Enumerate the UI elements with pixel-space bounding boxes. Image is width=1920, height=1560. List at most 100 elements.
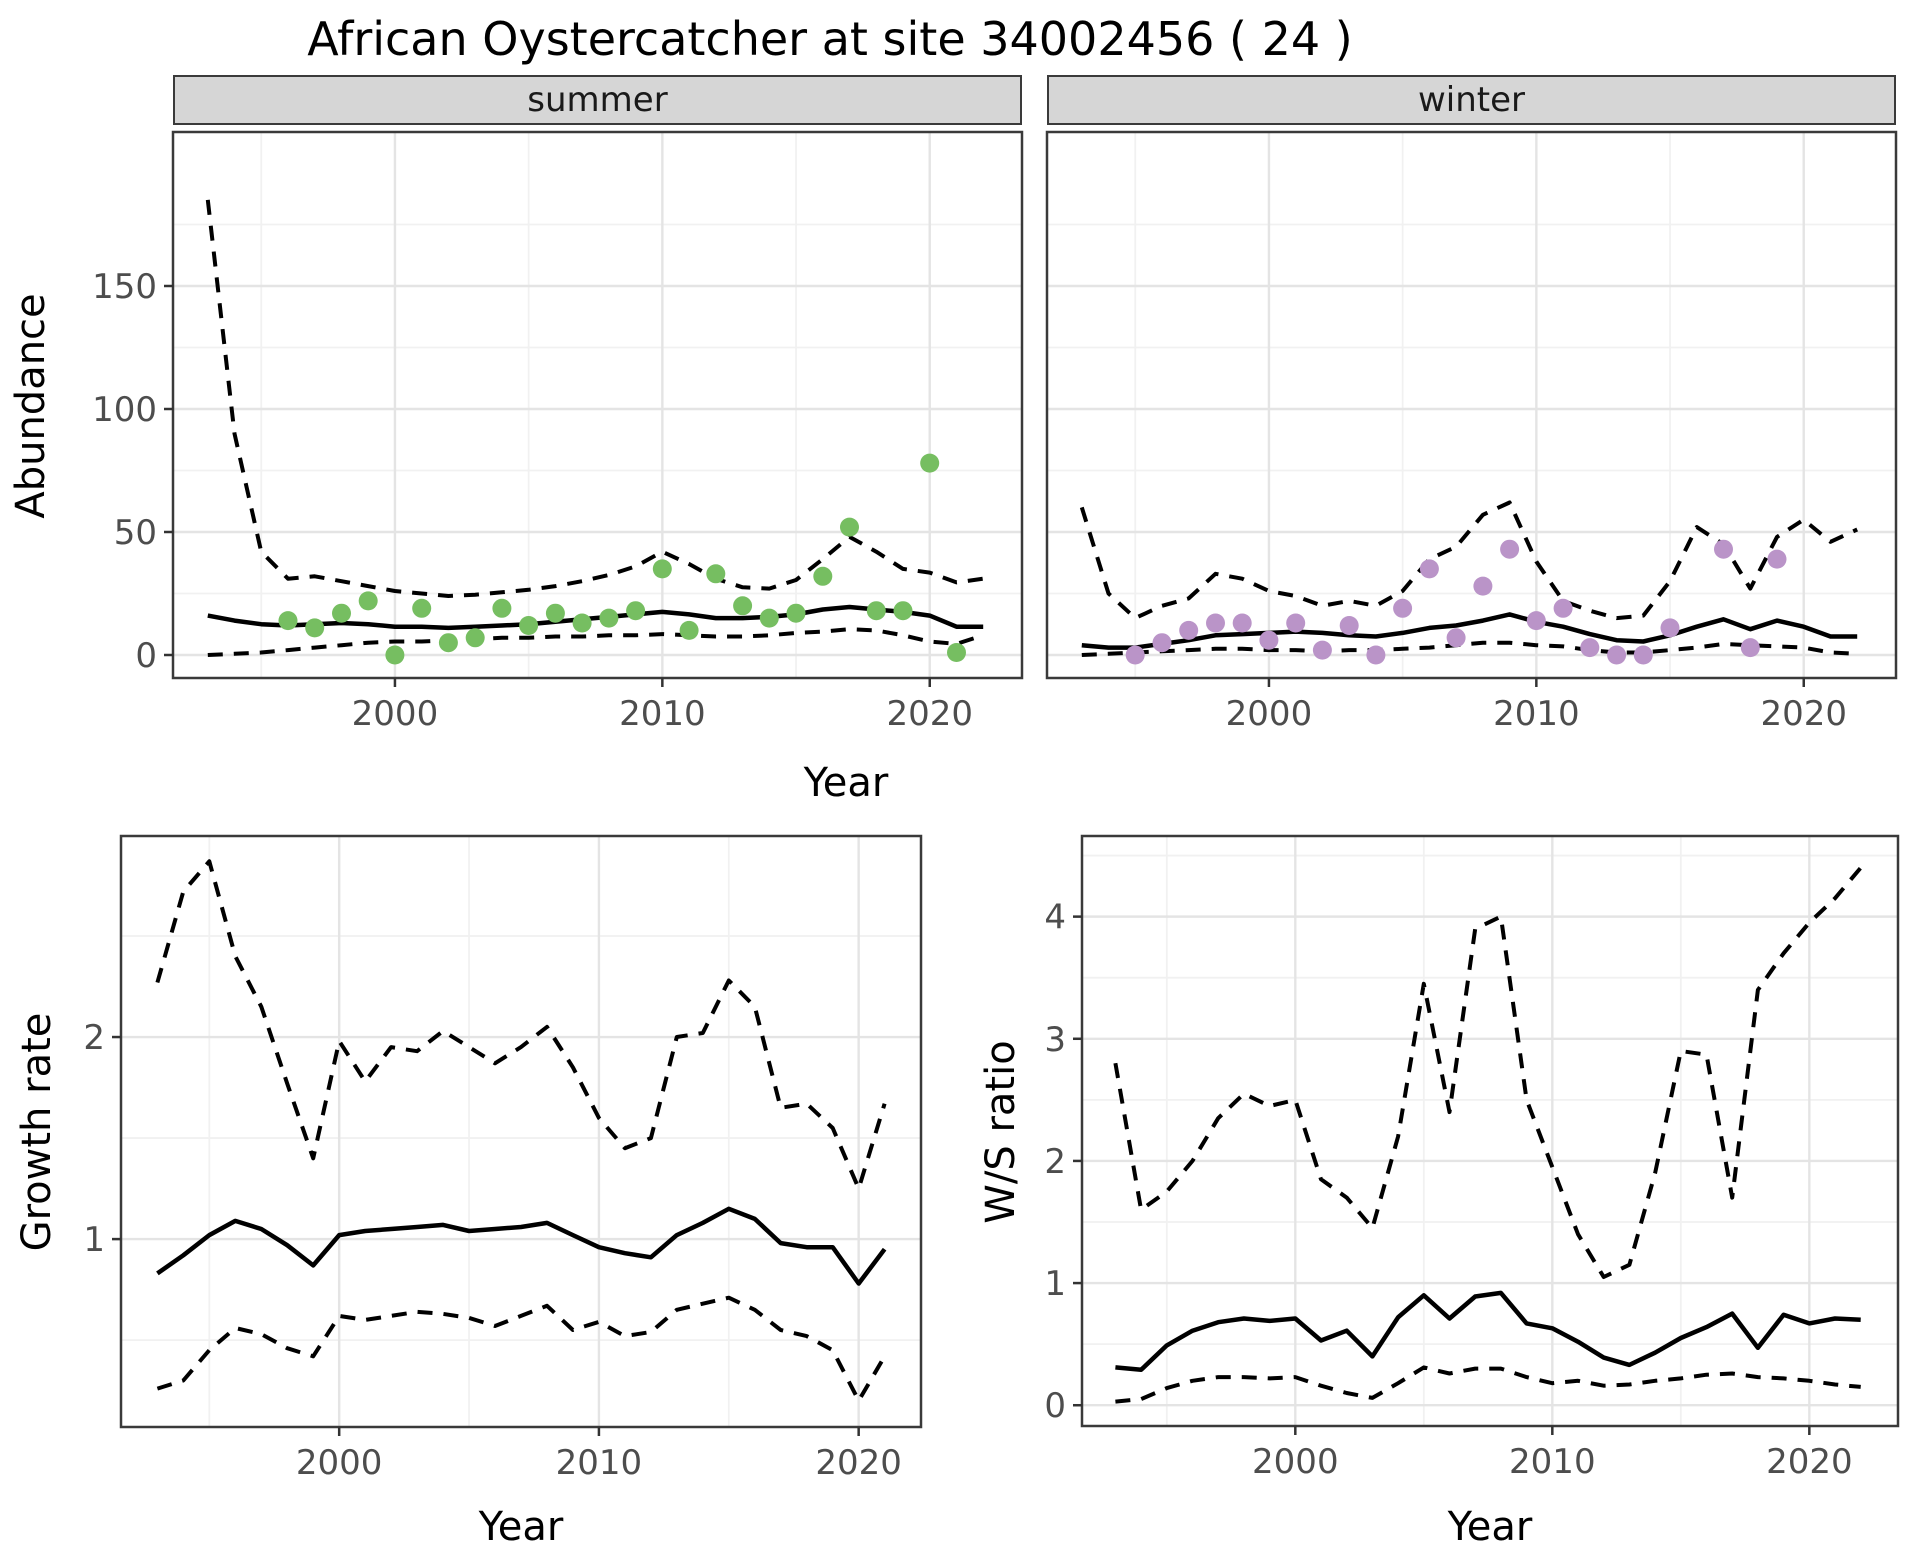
observation-point (492, 598, 512, 618)
observation-point (1259, 630, 1279, 650)
x-tick-label: 2020 (886, 694, 973, 734)
observation-point (412, 598, 432, 618)
observation-point (1580, 638, 1600, 658)
facet-strip-summer: summer (173, 75, 1022, 125)
observation-point (332, 603, 351, 623)
x-tick-label: 2000 (352, 694, 439, 734)
observation-point (1339, 616, 1359, 635)
abundance-winter-upper-ci-line (1079, 500, 1859, 621)
observation-point (1633, 645, 1653, 665)
panel-border (171, 130, 1024, 680)
x-tick-label: 2020 (1766, 1442, 1853, 1482)
panel-background (121, 836, 921, 1427)
observation-point (1660, 618, 1680, 638)
y-tick-label: 0 (1044, 1386, 1066, 1426)
x-axis-title-bottom-right: Year (1447, 1504, 1533, 1550)
x-tick-label: 2020 (815, 1443, 902, 1483)
observation-point (1419, 559, 1439, 579)
observation-point (1740, 638, 1760, 658)
x-tick-label: 2000 (296, 1443, 383, 1483)
observation-point (385, 645, 405, 665)
observation-point (545, 603, 565, 623)
panel-background (1047, 132, 1896, 678)
x-tick-label: 2000 (1252, 1442, 1339, 1482)
y-tick-label: 0 (135, 636, 157, 676)
observation-point (1526, 611, 1546, 631)
x-tick-label: 2010 (619, 694, 706, 734)
observation-point (599, 608, 619, 628)
observation-point (358, 591, 378, 611)
observation-point (652, 559, 672, 579)
y-tick-label: 3 (1044, 1020, 1066, 1060)
observation-point (1152, 633, 1172, 653)
observation-point (1553, 598, 1573, 618)
growth-rate-panel: 2000 2010 2020 1 2 (83, 834, 923, 1483)
observation-point (706, 564, 726, 584)
observation-point (1312, 640, 1332, 660)
abundance-winter-panel: 2000 2010 2020 (1045, 130, 1898, 734)
observation-point (893, 601, 913, 621)
observation-point (733, 596, 753, 616)
panel-border (119, 834, 923, 1429)
observation-point (438, 633, 458, 653)
observation-point (305, 618, 325, 638)
ws-ratio-panel: 2000 2010 2020 0 1 2 3 4 (1044, 834, 1900, 1482)
x-tick-label: 2000 (1226, 694, 1313, 734)
abundance-winter-modelled-mean-line (1081, 612, 1858, 650)
observation-point (840, 517, 859, 537)
observation-point (759, 608, 779, 628)
ws-ratio-modelled-mean-line (1115, 1290, 1861, 1373)
y-tick-label: 50 (114, 513, 157, 553)
y-tick-label: 2 (83, 1018, 105, 1058)
observation-point (866, 601, 886, 621)
x-tick-label: 2010 (556, 1443, 643, 1483)
panel-background (173, 132, 1022, 678)
observation-point (572, 613, 592, 633)
observation-point (626, 601, 646, 621)
observation-point (679, 620, 699, 640)
growth-rate-lower-ci-line (156, 1295, 887, 1403)
y-tick-label: 1 (1044, 1264, 1066, 1304)
observation-point (920, 453, 940, 473)
y-axis-title-growth-rate: Growth rate (14, 1012, 60, 1252)
observation-point (813, 566, 833, 586)
y-tick-label: 100 (92, 390, 157, 430)
x-axis-title-top: Year (803, 760, 889, 806)
observation-point (1767, 549, 1787, 569)
panel-background (1082, 836, 1898, 1426)
panel-border (1080, 834, 1900, 1428)
y-tick-label: 150 (92, 267, 157, 307)
observation-point (1473, 576, 1493, 596)
y-tick-label: 2 (1044, 1142, 1066, 1182)
y-axis-title-ws-ratio: W/S ratio (978, 1040, 1024, 1224)
y-tick-label: 4 (1044, 898, 1066, 938)
x-tick-label: 2010 (1509, 1442, 1596, 1482)
observation-point (786, 603, 806, 623)
x-axis-title-bottom-left: Year (478, 1504, 564, 1550)
abundance-summer-panel: 2000 2010 2020 0 50 100 150 (92, 130, 1024, 734)
ws-ratio-upper-ci-line (1113, 866, 1863, 1279)
abundance-summer-modelled-mean-line (207, 604, 984, 631)
x-tick-label: 2010 (1493, 694, 1580, 734)
panel-border (1045, 130, 1898, 680)
x-tick-label: 2020 (1760, 694, 1847, 734)
observation-point (1232, 613, 1252, 633)
facet-strip-winter: winter (1047, 75, 1896, 125)
observation-point (465, 628, 485, 648)
observation-point (519, 616, 539, 635)
observation-point (1179, 620, 1199, 640)
observation-point (1500, 539, 1520, 559)
growth-rate-modelled-mean-line (156, 1206, 887, 1286)
observation-point (1714, 539, 1733, 559)
observation-point (1125, 645, 1145, 665)
chart-title: African Oystercatcher at site 34002456 (… (307, 12, 1353, 66)
observation-point (1393, 598, 1413, 618)
observation-point (1206, 613, 1225, 633)
y-axis-title-abundance: Abundance (8, 293, 54, 519)
observation-point (278, 611, 298, 631)
observation-point (1286, 613, 1306, 633)
observation-point (1607, 645, 1627, 665)
abundance-summer-upper-ci-line (205, 199, 984, 598)
